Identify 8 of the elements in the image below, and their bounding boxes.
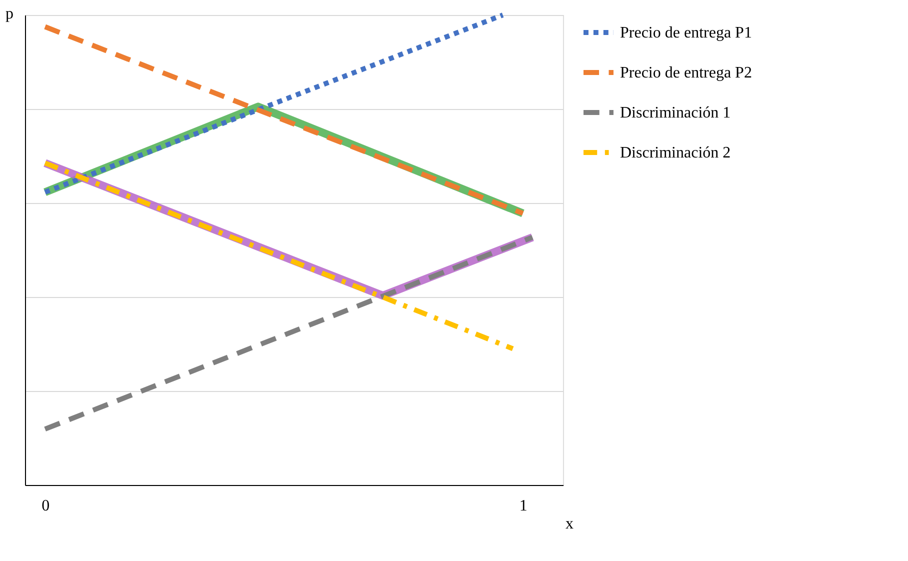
legend-label: Precio de entrega P2	[620, 64, 752, 82]
x-axis-title: x	[566, 516, 574, 532]
legend-label: Discriminación 1	[620, 104, 731, 122]
x-tick-label: 0	[42, 498, 50, 514]
legend-label: Discriminación 2	[620, 144, 731, 162]
y-axis-title: p	[6, 6, 14, 22]
x-tick-label: 1	[519, 498, 528, 514]
legend-label: Precio de entrega P1	[620, 24, 752, 42]
